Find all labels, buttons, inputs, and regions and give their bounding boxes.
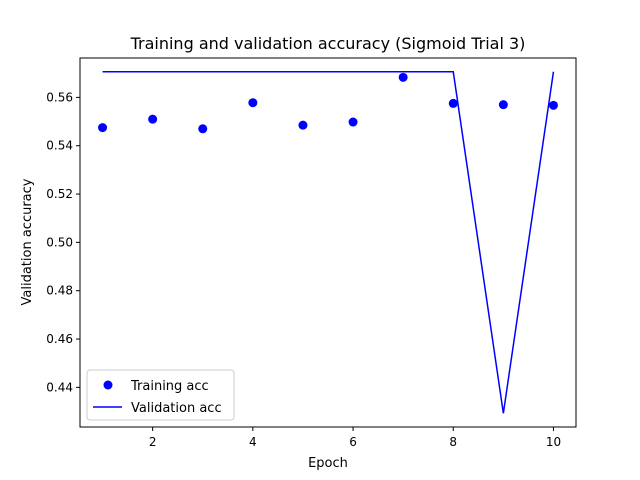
series-layer: [98, 71, 558, 414]
y-tick-label: 0.54: [46, 139, 73, 153]
legend: Training acc Validation acc: [86, 369, 235, 421]
y-tick-label: 0.50: [46, 235, 73, 249]
y-tick-label: 0.52: [46, 187, 73, 201]
chart-title: Training and validation accuracy (Sigmoi…: [130, 34, 526, 53]
y-tick-label: 0.44: [46, 380, 73, 394]
legend-label-training: Training acc: [130, 379, 209, 394]
x-tick-label: 2: [149, 435, 157, 449]
training-acc-point: [548, 100, 558, 110]
training-acc-point: [298, 120, 308, 130]
y-tick-label: 0.46: [46, 332, 73, 346]
training-acc-point: [448, 98, 458, 108]
training-acc-point: [498, 100, 508, 110]
x-tick-label: 6: [349, 435, 357, 449]
training-acc-point: [248, 98, 258, 108]
x-tick-label: 10: [546, 435, 561, 449]
legend-marker-training: [103, 380, 113, 390]
y-tick-label: 0.48: [46, 284, 73, 298]
x-tick-label: 4: [249, 435, 257, 449]
plot-frame: [79, 57, 577, 428]
x-axis-label: Epoch: [308, 456, 348, 471]
training-acc-point: [98, 123, 108, 133]
y-axis-label: Validation accuracy: [20, 178, 35, 305]
validation-acc-line: [102, 71, 555, 414]
training-acc-point: [148, 114, 158, 124]
y-axis-ticks: 0.44 0.46 0.48 0.50 0.52 0.54 0.56: [46, 90, 80, 394]
training-acc-point: [198, 124, 208, 134]
y-tick-label: 0.56: [46, 90, 73, 104]
x-tick-label: 8: [449, 435, 457, 449]
legend-label-validation: Validation acc: [131, 401, 222, 416]
x-axis-ticks: 2 4 6 8 10: [149, 427, 561, 449]
legend-box: [86, 369, 235, 421]
training-acc-point: [398, 72, 408, 82]
training-acc-point: [348, 117, 358, 127]
